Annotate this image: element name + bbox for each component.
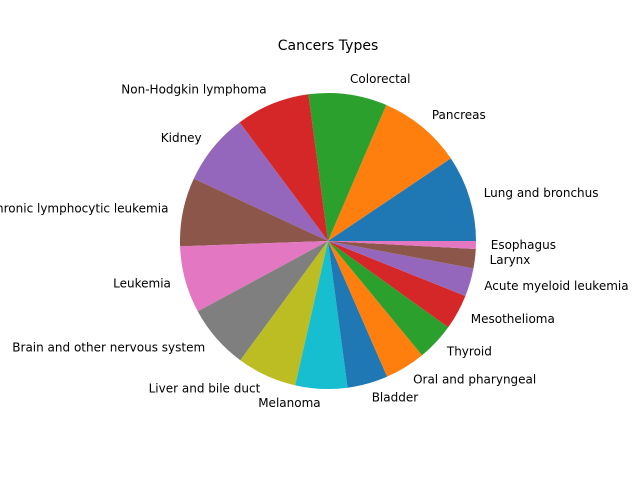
pie-slice [295, 241, 348, 389]
pie-slice [308, 93, 387, 241]
slice-label: Brain and other nervous system [12, 340, 205, 354]
slice-label: Bladder [372, 390, 419, 404]
pie-slice [197, 241, 328, 361]
slice-label: Lung and bronchus [484, 186, 599, 200]
slice-label: Non-Hodgkin lymphoma [121, 83, 266, 97]
slice-label: Liver and bile duct [149, 382, 261, 396]
slice-label: Thyroid [446, 345, 492, 359]
pie-slice [328, 158, 476, 241]
slice-label: Oral and pharyngeal [413, 372, 536, 386]
pie-slice [180, 178, 328, 247]
pie-slice [328, 241, 466, 328]
pie-slice [328, 104, 451, 241]
slice-label: Esophagus [491, 238, 556, 252]
slice-label: Chronic lymphocytic leukemia [0, 201, 168, 215]
pie-slice [328, 241, 449, 356]
pie-slice [328, 241, 476, 269]
pie-slice [328, 241, 388, 388]
slice-label: Acute myeloid leukemia [484, 279, 628, 293]
pie-slice [180, 241, 328, 312]
pie-slice [239, 94, 328, 241]
chart-title: Cancers Types [278, 38, 379, 54]
slice-label: Larynx [490, 253, 531, 267]
pie-slice [193, 122, 328, 241]
pie-slice [328, 241, 474, 296]
pie-slice [328, 241, 423, 377]
slice-label: Melanoma [258, 396, 320, 410]
slice-label: Leukemia [113, 276, 171, 290]
slice-label: Mesothelioma [471, 312, 555, 326]
slice-label: Kidney [161, 131, 202, 145]
slice-label: Colorectal [350, 72, 410, 86]
slice-label: Pancreas [432, 108, 486, 122]
pie-labels: Lung and bronchus Pancreas Colorectal Non-H… [0, 72, 629, 410]
pie-slices [180, 93, 476, 389]
pie-slice [328, 241, 476, 250]
pie-slice [240, 241, 328, 386]
